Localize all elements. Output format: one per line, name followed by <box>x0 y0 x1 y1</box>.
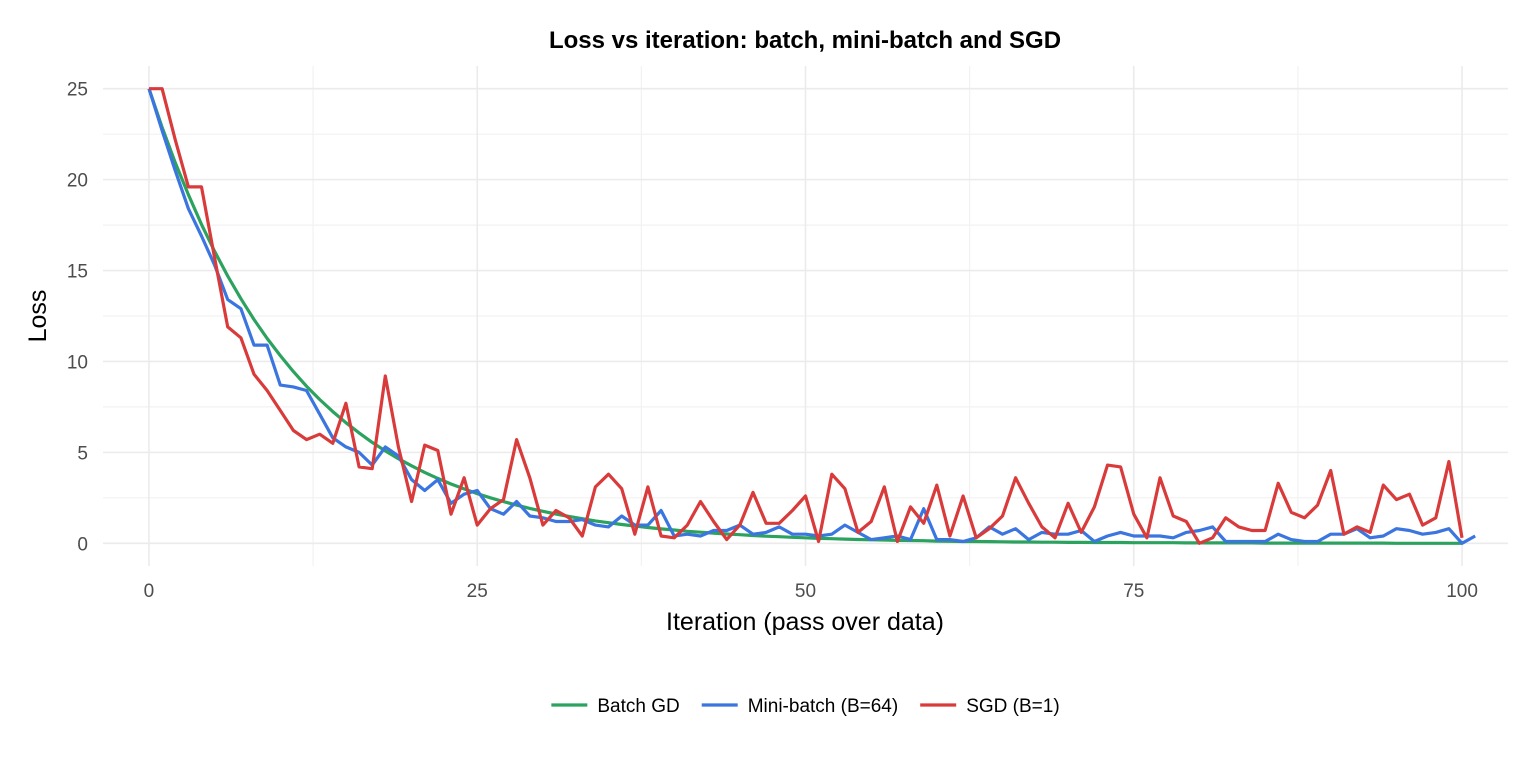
y-tick-label: 0 <box>77 534 88 555</box>
y-tick-label: 15 <box>67 262 88 283</box>
legend-item-0: Batch GD <box>551 696 680 717</box>
x-tick-label: 50 <box>795 581 816 602</box>
x-tick-label: 75 <box>1123 581 1144 602</box>
chart-title: Loss vs iteration: batch, mini-batch and… <box>549 27 1061 54</box>
y-tick-label: 5 <box>77 443 88 464</box>
grid <box>103 66 1508 566</box>
y-tick-label: 25 <box>67 80 88 101</box>
legend-item-2: SGD (B=1) <box>920 696 1060 717</box>
x-axis-title: Iteration (pass over data) <box>666 608 944 636</box>
series-line-1 <box>147 88 1476 545</box>
x-tick-label: 25 <box>467 581 488 602</box>
y-tick-label: 10 <box>67 352 88 373</box>
x-tick-label: 100 <box>1446 581 1478 602</box>
legend-label-2: SGD (B=1) <box>966 696 1059 717</box>
legend-label-1: Mini-batch (B=64) <box>748 696 898 717</box>
legend-label-0: Batch GD <box>597 696 679 717</box>
tick-labels: 0 25 50 75 100 0 5 10 15 20 25 <box>67 80 1478 602</box>
y-tick-label: 20 <box>67 171 88 192</box>
series-line-2 <box>149 87 1464 545</box>
y-axis-title: Loss <box>24 290 52 343</box>
series-lines <box>147 87 1476 545</box>
legend: Batch GD Mini-batch (B=64) SGD (B=1) <box>551 696 1060 717</box>
legend-item-1: Mini-batch (B=64) <box>701 696 898 717</box>
x-tick-label: 0 <box>144 581 155 602</box>
